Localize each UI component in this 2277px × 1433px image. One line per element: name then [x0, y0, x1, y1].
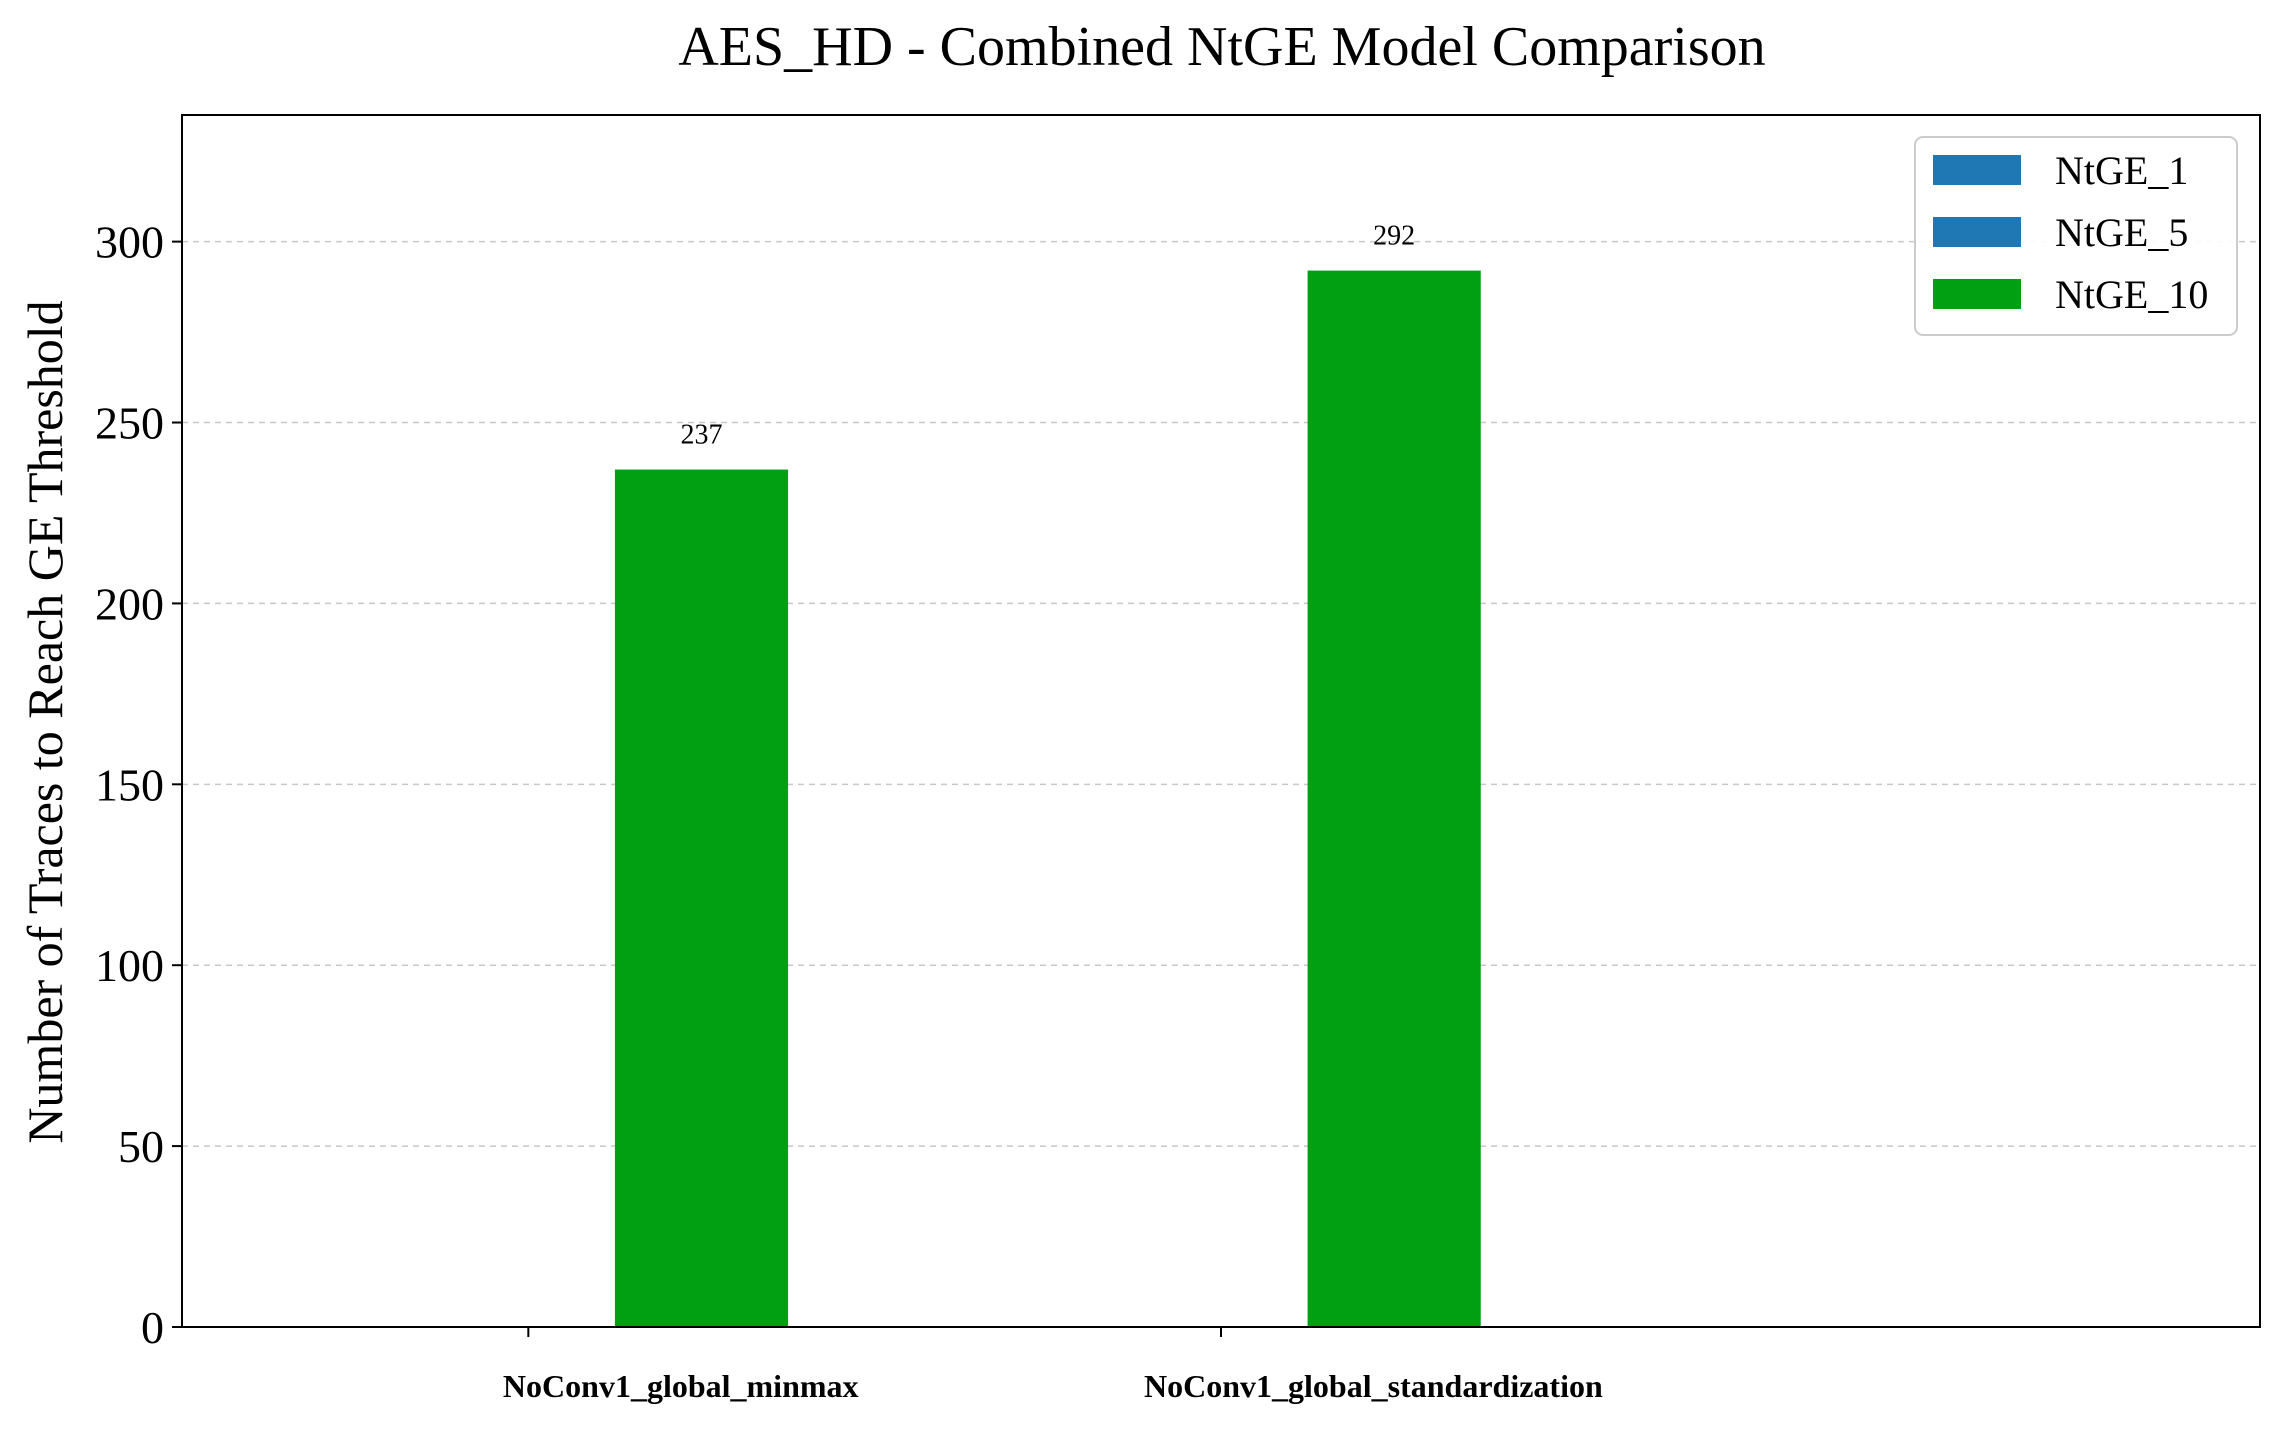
- bar-ntge-10-0: [614, 469, 789, 1327]
- y-axis-label: Number of Traces to Reach GE Threshold: [17, 300, 73, 1143]
- chart-title: AES_HD - Combined NtGE Model Comparison: [678, 16, 1765, 78]
- legend-swatch-ntge-10: [1933, 279, 2021, 309]
- legend-swatch-ntge-1: [1933, 155, 2021, 185]
- legend-label-ntge-5: NtGE_5: [2055, 210, 2188, 255]
- y-tick-label: 250: [95, 398, 164, 449]
- bar-ntge-10-1: [1307, 270, 1481, 1327]
- legend-swatch-ntge-5: [1933, 217, 2021, 247]
- y-tick-label: 300: [95, 217, 164, 268]
- x-axis-ticks: NoConv1_global_minmax NoConv1_global_stan…: [503, 1327, 1603, 1404]
- bars: [614, 270, 1481, 1327]
- x-tick-label: NoConv1_global_standardization: [1144, 1368, 1603, 1404]
- legend-label-ntge-1: NtGE_1: [2055, 148, 2188, 193]
- x-tick-label: NoConv1_global_minmax: [503, 1368, 859, 1404]
- gridlines: [182, 240, 2260, 1147]
- y-tick-label: 50: [118, 1121, 164, 1172]
- data-labels: 237 292: [681, 221, 1416, 451]
- y-tick-label: 100: [95, 940, 164, 991]
- y-tick-label: 150: [95, 759, 164, 810]
- data-label: 292: [1373, 221, 1415, 252]
- legend: NtGE_1 NtGE_5 NtGE_10: [1914, 136, 2238, 336]
- data-label: 237: [681, 420, 723, 451]
- y-tick-label: 200: [95, 578, 164, 629]
- y-tick-label: 0: [141, 1302, 164, 1353]
- y-axis-ticks: 0 50 100 150 200 250 300: [95, 217, 182, 1353]
- legend-label-ntge-10: NtGE_10: [2055, 272, 2208, 317]
